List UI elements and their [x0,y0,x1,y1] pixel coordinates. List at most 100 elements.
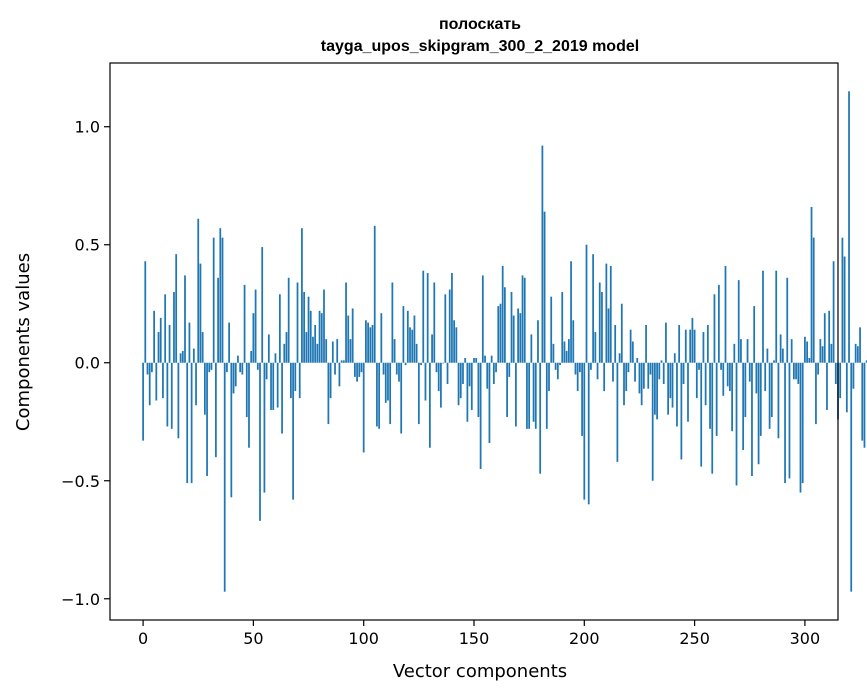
bar-205 [594,332,597,363]
bar-249 [691,317,694,363]
bar-327 [863,362,866,448]
bar-186 [552,343,555,363]
bar-296 [795,362,797,380]
bar-112 [389,362,392,425]
bar-307 [819,339,822,363]
bar-265 [726,362,729,387]
bar-170 [517,308,519,363]
bar-148 [468,362,471,387]
bar-40 [230,362,233,498]
bar-220 [627,362,630,373]
bar-262 [720,362,722,370]
bar-37 [223,362,226,592]
y-tick-label-1: −0.5 [61,472,100,491]
bar-94 [349,339,352,363]
bar-79 [316,343,319,363]
chart-subtitle: tayga_upos_skipgram_300_2_2019 model [321,38,639,55]
bar-87 [334,362,336,375]
bar-2 [146,362,149,375]
bar-99 [360,362,363,373]
bar-8 [159,317,162,363]
bar-273 [744,362,747,418]
bar-250 [693,329,696,363]
bar-0 [142,362,144,441]
bar-223 [634,362,636,382]
bar-290 [781,348,784,363]
bar-277 [753,306,756,363]
bar-25 [197,218,200,363]
bar-159 [492,362,495,384]
bar-62 [278,294,281,363]
bar-310 [826,362,828,410]
bar-209 [603,362,606,392]
bar-33 [215,362,217,458]
bar-246 [684,329,687,363]
bar-191 [563,341,566,363]
bar-241 [673,353,676,363]
bar-197 [576,362,579,392]
bar-121 [409,327,411,363]
bar-57 [267,334,270,363]
bar-177 [532,362,535,422]
bar-114 [393,339,396,363]
bar-163 [501,265,504,363]
bar-82 [323,289,325,363]
bar-119 [404,362,407,366]
bar-156 [486,362,489,389]
bar-48 [248,362,250,448]
bar-147 [466,362,469,422]
bar-231 [651,362,654,481]
bar-110 [384,362,387,403]
bar-198 [579,362,581,373]
bar-29 [206,362,208,477]
bar-19 [184,275,186,363]
bar-309 [823,313,826,363]
bar-189 [559,362,561,366]
bar-150 [473,358,475,363]
bar-58 [270,362,272,410]
bar-201 [585,244,588,363]
bar-35 [219,228,222,363]
bar-120 [406,310,409,363]
bar-153 [479,362,482,469]
x-tick-label-100: 100 [348,629,379,648]
bar-86 [331,341,334,363]
bar-134 [437,362,440,392]
bar-276 [751,362,753,477]
bar-286 [773,360,775,363]
bar-128 [424,362,427,401]
bar-88 [336,339,339,363]
bar-230 [649,362,652,375]
bar-104 [371,324,374,363]
bar-59 [272,362,275,410]
bar-130 [429,362,431,448]
bar-212 [609,265,612,363]
bar-216 [618,353,621,363]
bar-51 [254,289,257,363]
bar-61 [276,362,279,408]
bar-36 [221,237,224,363]
bar-293 [788,362,791,479]
bar-321 [850,362,853,592]
chart-title: полоскать [439,16,521,33]
bar-81 [320,313,323,363]
bar-32 [212,237,215,363]
bar-15 [175,254,178,363]
bar-100 [362,362,365,453]
bar-237 [665,322,667,363]
bar-256 [706,324,709,363]
bar-302 [808,358,811,363]
bar-280 [759,362,762,436]
bar-268 [733,343,736,363]
bar-324 [856,346,859,363]
bar-142 [455,327,458,363]
bar-27 [201,332,204,363]
bar-13 [170,362,173,429]
bar-113 [391,282,394,363]
bar-101 [365,320,367,363]
bar-226 [640,362,643,406]
bar-118 [402,306,405,363]
bar-284 [768,362,771,429]
bar-71 [298,362,301,399]
bar-137 [444,294,447,363]
